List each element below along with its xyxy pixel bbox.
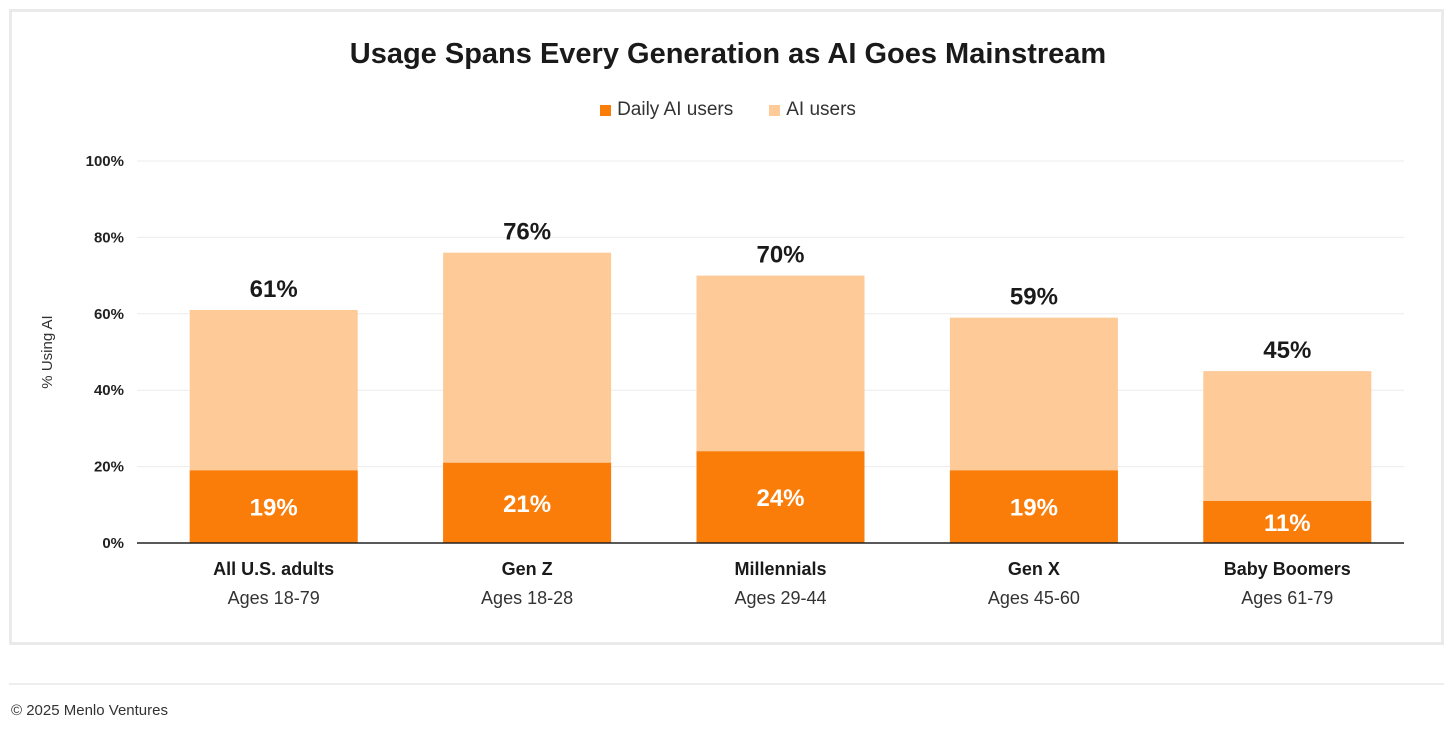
data-label-ai-users: 70% bbox=[756, 242, 804, 269]
bar-daily-ai-users bbox=[1203, 500, 1372, 543]
y-tick-label: 100% bbox=[86, 153, 124, 170]
y-tick-label: 60% bbox=[94, 306, 124, 323]
legend-item-daily: Daily AI users bbox=[600, 99, 733, 121]
y-tick-label: 20% bbox=[94, 459, 124, 476]
data-label-ai-users: 59% bbox=[1010, 284, 1058, 311]
legend-label-daily: Daily AI users bbox=[617, 99, 734, 120]
chart-title: Usage Spans Every Generation as AI Goes … bbox=[349, 38, 1107, 70]
bar-daily-ai-users bbox=[949, 470, 1118, 543]
data-label-daily-ai-users: 19% bbox=[1010, 495, 1058, 522]
x-category-sublabel: Ages 29-44 bbox=[734, 588, 826, 608]
x-category-label: All U.S. adults bbox=[213, 559, 334, 579]
data-label-ai-users: 61% bbox=[250, 276, 298, 303]
x-category-sublabel: Ages 45-60 bbox=[988, 588, 1080, 608]
x-category-label: Millennials bbox=[734, 559, 826, 579]
x-category-sublabel: Ages 61-79 bbox=[1241, 588, 1333, 608]
legend-label-ai-users: AI users bbox=[786, 99, 856, 120]
data-label-daily-ai-users: 19% bbox=[250, 495, 298, 522]
y-tick-label: 80% bbox=[94, 229, 124, 246]
data-label-ai-users: 76% bbox=[503, 219, 551, 246]
legend-swatch-daily bbox=[600, 104, 612, 116]
legend-item-ai-users: AI users bbox=[769, 99, 856, 121]
x-category-label: Gen Z bbox=[502, 559, 553, 579]
footer-divider bbox=[9, 683, 1444, 685]
data-label-daily-ai-users: 11% bbox=[1264, 510, 1311, 537]
x-category-sublabel: Ages 18-28 bbox=[481, 588, 573, 608]
data-label-daily-ai-users: 24% bbox=[756, 485, 804, 512]
data-label-ai-users: 45% bbox=[1263, 337, 1311, 364]
legend-swatch-ai-users bbox=[769, 104, 781, 116]
y-axis-title: % Using AI bbox=[39, 315, 56, 388]
x-category-sublabel: Ages 18-79 bbox=[228, 588, 320, 608]
chart-legend: Daily AI users AI users bbox=[0, 99, 1456, 121]
y-tick-label: 0% bbox=[102, 535, 124, 552]
bar-daily-ai-users bbox=[189, 470, 358, 543]
bar-daily-ai-users bbox=[696, 451, 865, 543]
x-category-label: Gen X bbox=[1008, 559, 1060, 579]
y-tick-label: 40% bbox=[94, 382, 124, 399]
data-label-daily-ai-users: 21% bbox=[503, 491, 551, 518]
x-category-label: Baby Boomers bbox=[1224, 559, 1351, 579]
bar-daily-ai-users bbox=[443, 462, 612, 543]
footer-copyright: © 2025 Menlo Ventures bbox=[11, 702, 168, 719]
